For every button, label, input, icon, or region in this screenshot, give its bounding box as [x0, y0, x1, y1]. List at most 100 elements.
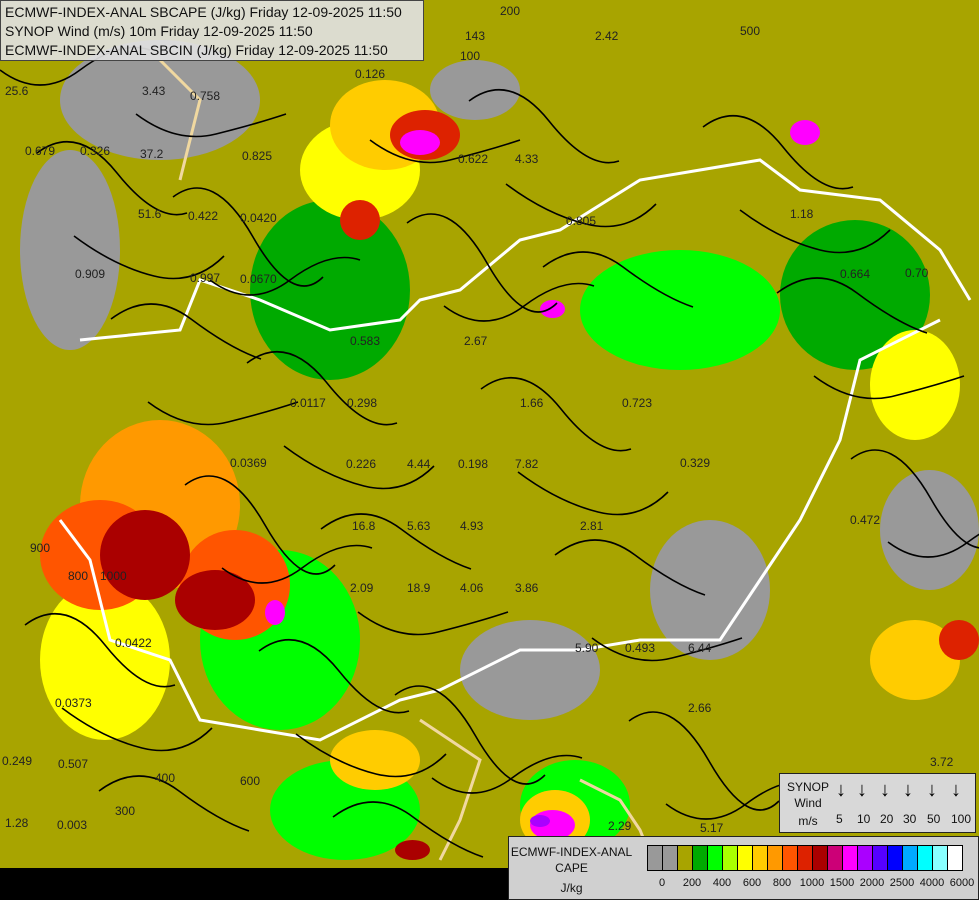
- streamline: [517, 471, 669, 516]
- color-swatch: [858, 846, 873, 870]
- streamline: [628, 711, 780, 811]
- value-label: 2.42: [595, 29, 619, 43]
- cape-area: [265, 600, 285, 625]
- value-label: 1.18: [790, 207, 814, 221]
- value-label: 3.86: [515, 581, 539, 595]
- arrow-down-icon: ↓: [927, 779, 937, 801]
- scale-tick-label: 0: [658, 877, 666, 889]
- color-swatch: [843, 846, 858, 870]
- color-swatch: [918, 846, 933, 870]
- cape-area: [430, 60, 520, 120]
- value-label: 0.198: [458, 457, 488, 471]
- value-label: 0.422: [188, 209, 218, 223]
- value-label: 0.0670: [240, 272, 277, 286]
- value-label: 2.29: [608, 819, 632, 833]
- streamline: [357, 611, 509, 636]
- color-swatch: [738, 846, 753, 870]
- streamline: [147, 401, 299, 426]
- streamline: [320, 513, 472, 570]
- cape-area: [60, 40, 260, 160]
- value-label: 0.249: [2, 754, 32, 768]
- cape-area: [870, 620, 960, 700]
- value-label: 4.93: [460, 519, 484, 533]
- color-swatch: [768, 846, 783, 870]
- value-label: 0.126: [355, 67, 385, 81]
- streamline: [431, 754, 583, 794]
- value-label: 25.6: [5, 84, 29, 98]
- cape-area: [250, 200, 410, 380]
- cape-area: [780, 220, 930, 370]
- value-label: 143: [465, 29, 485, 43]
- value-label: 3.72: [930, 755, 954, 769]
- value-label: 800: [68, 569, 88, 583]
- wind-speed-label: 5: [836, 812, 843, 826]
- wind-legend-title: SYNOP: [786, 780, 829, 794]
- streamline: [209, 256, 361, 296]
- streamline: [850, 449, 979, 549]
- streamline: [61, 707, 213, 752]
- value-label: 4.06: [460, 581, 484, 595]
- no-data-area: [0, 868, 508, 900]
- value-label: 0.003: [57, 818, 87, 832]
- title-line-cin: ECMWF-INDEX-ANAL SBCIN (J/kg) Friday 12-…: [5, 42, 388, 58]
- scale-tick-label: 400: [712, 877, 732, 889]
- scale-tick-label: 2000: [859, 877, 885, 889]
- streamline: [135, 113, 287, 138]
- value-label: 0.326: [80, 144, 110, 158]
- color-swatch: [873, 846, 888, 870]
- value-label: 4.44: [407, 457, 431, 471]
- value-label: 6.44: [688, 641, 712, 655]
- cape-area: [540, 300, 565, 318]
- value-label: 0.507: [58, 757, 88, 771]
- cape-area: [330, 730, 420, 790]
- arrow-down-icon: ↓: [836, 779, 846, 801]
- color-swatch: [813, 846, 828, 870]
- title-line-cape: ECMWF-INDEX-ANAL SBCAPE (J/kg) Friday 12…: [5, 4, 402, 20]
- scale-tick-label: 800: [772, 877, 792, 889]
- streamline: [36, 140, 188, 216]
- value-label: 0.493: [625, 641, 655, 655]
- streamline: [295, 733, 447, 778]
- value-label: 0.0117: [290, 396, 326, 410]
- streamline: [887, 533, 979, 558]
- streamline: [776, 277, 928, 334]
- value-label: 300: [115, 804, 135, 818]
- cape-area: [580, 250, 780, 370]
- value-label: 0.0422: [115, 636, 152, 650]
- streamline: [554, 539, 706, 596]
- cape-area: [790, 120, 820, 145]
- arrow-down-icon: ↓: [880, 779, 890, 801]
- value-label: 0.622: [458, 152, 488, 166]
- value-label: 400: [155, 771, 175, 785]
- value-label: 37.2: [140, 147, 164, 161]
- streamline: [369, 139, 521, 164]
- streamline: [468, 88, 620, 164]
- color-swatch: [753, 846, 768, 870]
- country-border: [419, 718, 482, 861]
- streamline: [246, 350, 398, 426]
- cape-area: [400, 130, 440, 155]
- streamline: [443, 282, 595, 322]
- streamline: [332, 801, 484, 858]
- color-swatch: [798, 846, 813, 870]
- scale-tick-label: 2500: [889, 877, 915, 889]
- streamline: [258, 638, 410, 714]
- value-label: 7.82: [515, 457, 539, 471]
- color-swatch: [828, 846, 843, 870]
- value-label: 0.909: [75, 267, 105, 281]
- country-border: [58, 318, 941, 742]
- color-swatch: [648, 846, 663, 870]
- wind-legend-unit: m/s: [798, 814, 818, 828]
- value-label: 0.825: [242, 149, 272, 163]
- color-swatch: [708, 846, 723, 870]
- cape-area: [530, 815, 550, 827]
- cin-value-labels: 25.6 3.43 0.758 0.679 0.326 37.2 0.825 51.6 0.42…: [2, 4, 954, 835]
- color-swatch: [888, 846, 903, 870]
- cape-area: [20, 150, 120, 350]
- color-swatch: [723, 846, 738, 870]
- value-label: 0.805: [566, 214, 596, 228]
- streamline: [505, 183, 657, 228]
- value-label: 0.0420: [240, 211, 277, 225]
- value-label: 1.28: [5, 816, 29, 830]
